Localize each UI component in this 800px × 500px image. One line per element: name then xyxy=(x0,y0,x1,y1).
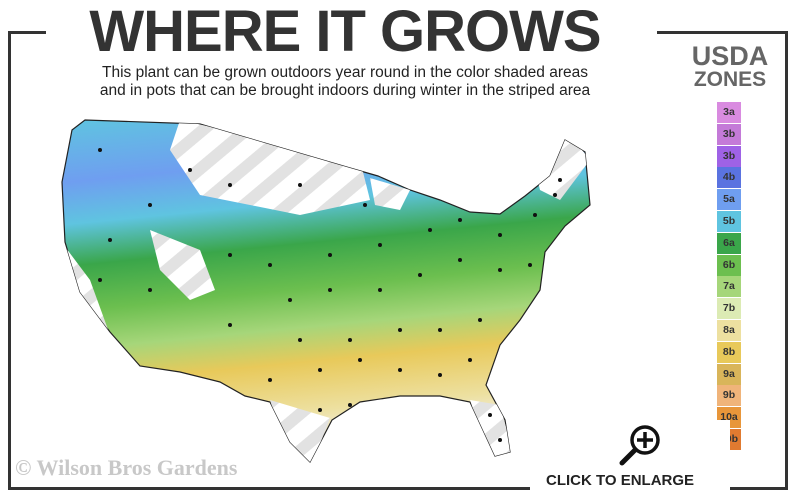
frame-top-right xyxy=(657,31,788,34)
city-dot xyxy=(268,378,272,382)
city-dot xyxy=(378,243,382,247)
city-dot xyxy=(558,178,562,182)
city-dot xyxy=(418,273,422,277)
legend-zone-9b: 9b xyxy=(717,385,741,407)
city-dot xyxy=(298,183,302,187)
zoom-in-icon xyxy=(619,425,660,466)
frame-bottom xyxy=(8,487,788,490)
city-dot xyxy=(348,338,352,342)
click-to-enlarge-button[interactable]: CLICK TO ENLARGE xyxy=(530,420,730,500)
city-dot xyxy=(398,328,402,332)
city-dot xyxy=(288,298,292,302)
city-dot xyxy=(328,288,332,292)
city-dot xyxy=(148,203,152,207)
city-dot xyxy=(328,253,332,257)
legend-title-line-1: USDA xyxy=(691,41,769,71)
city-dot xyxy=(318,408,322,412)
subtitle-line-2: and in pots that can be brought indoors … xyxy=(99,82,591,99)
legend-title-line-2: ZONES xyxy=(693,68,767,91)
city-dot xyxy=(228,253,232,257)
page-title: WHERE IT GROWS xyxy=(89,0,601,64)
city-dot xyxy=(188,168,192,172)
city-dot xyxy=(98,278,102,282)
legend-zone-7a: 7a xyxy=(717,276,741,298)
legend-zone-9a: 9a xyxy=(717,363,741,385)
city-dot xyxy=(363,203,367,207)
city-dot xyxy=(498,233,502,237)
city-dot xyxy=(533,213,537,217)
city-dots xyxy=(98,148,562,442)
frame-right xyxy=(785,31,788,490)
city-dot xyxy=(498,438,502,442)
city-dot xyxy=(318,368,322,372)
legend-zone-6b: 6b xyxy=(717,254,741,276)
city-dot xyxy=(268,263,272,267)
zone-legend: 3a3b3b4b5a5b6a6b7a7b8a8b9a9b10a10b xyxy=(717,102,741,451)
frame-left xyxy=(8,31,11,490)
click-to-enlarge-label: CLICK TO ENLARGE xyxy=(546,472,695,489)
subtitle: This plant can be grown outdoors year ro… xyxy=(40,64,650,100)
legend-zone-4b: 4b xyxy=(717,167,741,189)
legend-zone-3a: 3a xyxy=(717,102,741,123)
city-dot xyxy=(438,328,442,332)
legend-zone-6a: 6a xyxy=(717,232,741,254)
city-dot xyxy=(553,193,557,197)
city-dot xyxy=(298,338,302,342)
city-dot xyxy=(528,263,532,267)
city-dot xyxy=(438,373,442,377)
city-dot xyxy=(98,148,102,152)
legend-zone-8b: 8b xyxy=(717,341,741,363)
city-dot xyxy=(468,358,472,362)
subtitle-line-1: This plant can be grown outdoors year ro… xyxy=(102,64,588,81)
legend-zone-3b: 3b xyxy=(717,123,741,145)
city-dot xyxy=(228,323,232,327)
city-dot xyxy=(348,403,352,407)
city-dot xyxy=(498,268,502,272)
city-dot xyxy=(228,183,232,187)
city-dot xyxy=(458,258,462,262)
copyright-watermark: © Wilson Bros Gardens xyxy=(15,455,238,480)
city-dot xyxy=(148,288,152,292)
legend-title: USDA ZONES xyxy=(675,41,785,92)
city-dot xyxy=(108,238,112,242)
city-dot xyxy=(458,218,462,222)
city-dot xyxy=(488,413,492,417)
legend-zone-7b: 7b xyxy=(717,298,741,320)
city-dot xyxy=(478,318,482,322)
city-dot xyxy=(398,368,402,372)
legend-zone-8a: 8a xyxy=(717,319,741,341)
city-dot xyxy=(358,358,362,362)
city-dot xyxy=(428,228,432,232)
city-dot xyxy=(378,288,382,292)
legend-zone-5a: 5a xyxy=(717,189,741,211)
frame-top-left xyxy=(8,31,46,34)
legend-zone-5b: 5b xyxy=(717,210,741,232)
legend-zone-3b: 3b xyxy=(717,145,741,167)
